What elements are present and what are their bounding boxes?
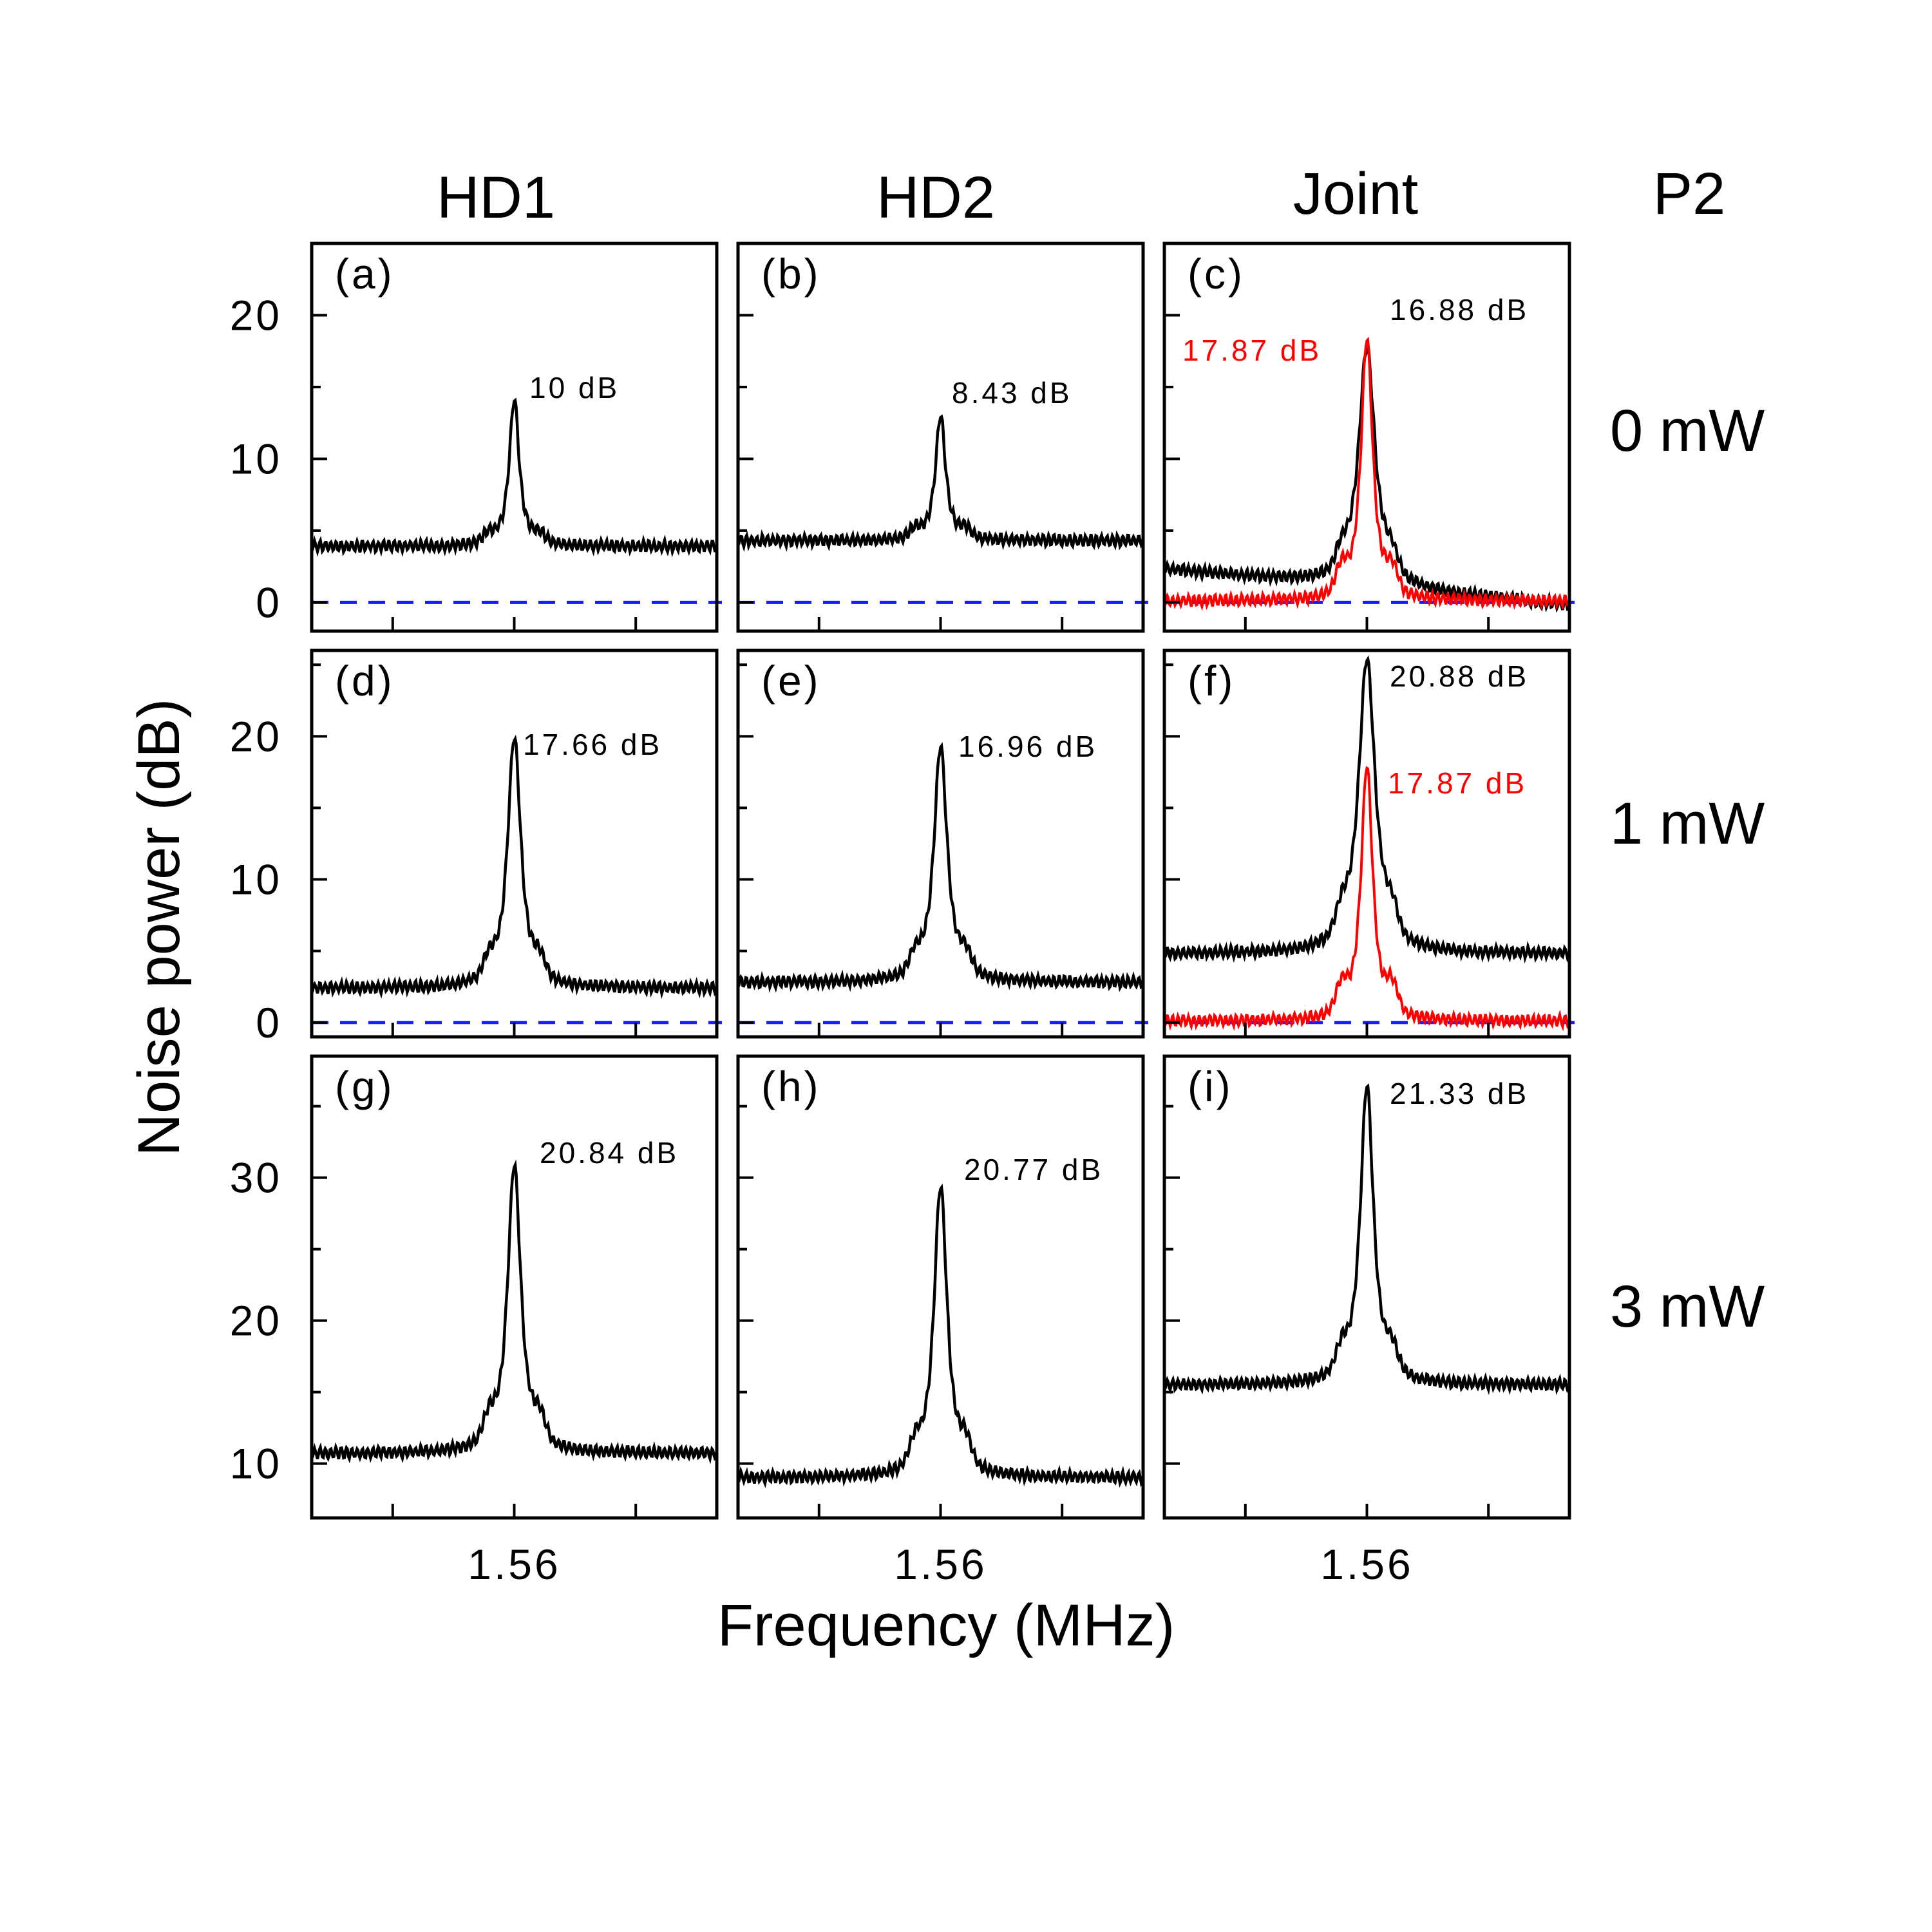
panel-label: (b) — [761, 250, 821, 298]
y-tick-label: 20 — [230, 291, 282, 339]
panel-frame — [310, 649, 719, 1039]
panel-f: (f) 20.88 dB 17.87 dB — [1162, 649, 1575, 1039]
panel-label: (e) — [761, 657, 821, 705]
y-tick-label: 20 — [230, 712, 282, 760]
panel-label: (g) — [335, 1063, 395, 1110]
panel-h: 1.56 (h) 20.77 dB — [736, 1054, 1145, 1588]
peak-annotation: 20.88 dB — [1390, 659, 1529, 693]
series-line-red — [1164, 336, 1569, 611]
column-title-hd1: HD1 — [437, 165, 555, 231]
series-line-red — [1164, 766, 1569, 1032]
series-line-black — [738, 414, 1143, 553]
series-line-black — [1164, 655, 1569, 964]
panel-label: (c) — [1188, 250, 1245, 298]
series-line-black — [1164, 343, 1569, 613]
peak-annotation: 17.66 dB — [523, 728, 662, 761]
peak-annotation: 17.87 dB — [1388, 766, 1527, 800]
y-tick-label: 10 — [230, 435, 282, 482]
y-tick-label: 10 — [230, 1440, 282, 1488]
panel-c: (c) 16.88 dB 17.87 dB — [1162, 242, 1575, 633]
panel-frame — [736, 242, 1145, 633]
series-line-black — [738, 1183, 1143, 1488]
panel-e: (e) 16.96 dB — [736, 649, 1148, 1039]
y-tick-label: 30 — [230, 1154, 282, 1202]
peak-annotation: 20.77 dB — [964, 1153, 1103, 1186]
peak-annotation: 20.84 dB — [540, 1136, 679, 1170]
panel-g: 10 20 30 1.56 (g) 20.84 dB — [230, 1054, 719, 1588]
series-line-black — [312, 397, 717, 558]
y-tick-label: 20 — [230, 1297, 282, 1345]
peak-annotation: 8.43 dB — [952, 376, 1072, 410]
panel-frame — [310, 242, 719, 633]
panel-a: 0 10 20 (a) 10 dB — [230, 242, 722, 633]
row-title-1mw: 1 mW — [1610, 791, 1765, 857]
peak-annotation: 16.88 dB — [1390, 293, 1529, 327]
x-tick-label: 1.56 — [894, 1540, 987, 1588]
panel-label: (f) — [1188, 657, 1235, 705]
panel-frame — [1162, 1054, 1571, 1520]
peak-annotation: 17.87 dB — [1182, 334, 1321, 367]
x-tick-label: 1.56 — [1320, 1540, 1413, 1588]
peak-annotation: 16.96 dB — [958, 730, 1097, 763]
series-line-black — [738, 742, 1143, 993]
panel-i: 1.56 (i) 21.33 dB — [1162, 1054, 1571, 1588]
y-tick-label: 10 — [230, 856, 282, 904]
series-line-black — [1164, 1083, 1569, 1396]
series-line-black — [312, 1159, 717, 1464]
panel-frame — [736, 1054, 1145, 1520]
peak-annotation: 10 dB — [529, 371, 620, 404]
panel-label: (d) — [335, 657, 395, 705]
column-title-joint: Joint — [1293, 161, 1418, 227]
y-axis-title: Noise power (dB) — [126, 699, 192, 1157]
panel-frame — [1162, 649, 1571, 1039]
panel-d: 0 10 20 (d) 17.66 dB — [230, 649, 722, 1046]
panel-label: (a) — [335, 250, 395, 298]
column-title-hd2: HD2 — [876, 165, 995, 231]
series-line-black — [312, 734, 717, 999]
row-header-title: P2 — [1653, 161, 1726, 227]
panel-b: (b) 8.43 dB — [736, 242, 1148, 633]
y-tick-label: 0 — [256, 578, 282, 626]
panel-label: (i) — [1188, 1063, 1233, 1110]
row-title-0mw: 0 mW — [1610, 398, 1765, 464]
x-axis-title: Frequency (MHz) — [717, 1593, 1175, 1658]
peak-annotation: 21.33 dB — [1390, 1077, 1529, 1110]
row-title-3mw: 3 mW — [1610, 1274, 1765, 1340]
panel-label: (h) — [761, 1063, 821, 1110]
x-tick-label: 1.56 — [468, 1540, 560, 1588]
panels-layer: 0 10 20 (a) 10 dB (b) 8.43 dB (c) 16.88 dB 17.87 … — [230, 242, 1575, 1588]
y-tick-label: 0 — [256, 999, 282, 1046]
